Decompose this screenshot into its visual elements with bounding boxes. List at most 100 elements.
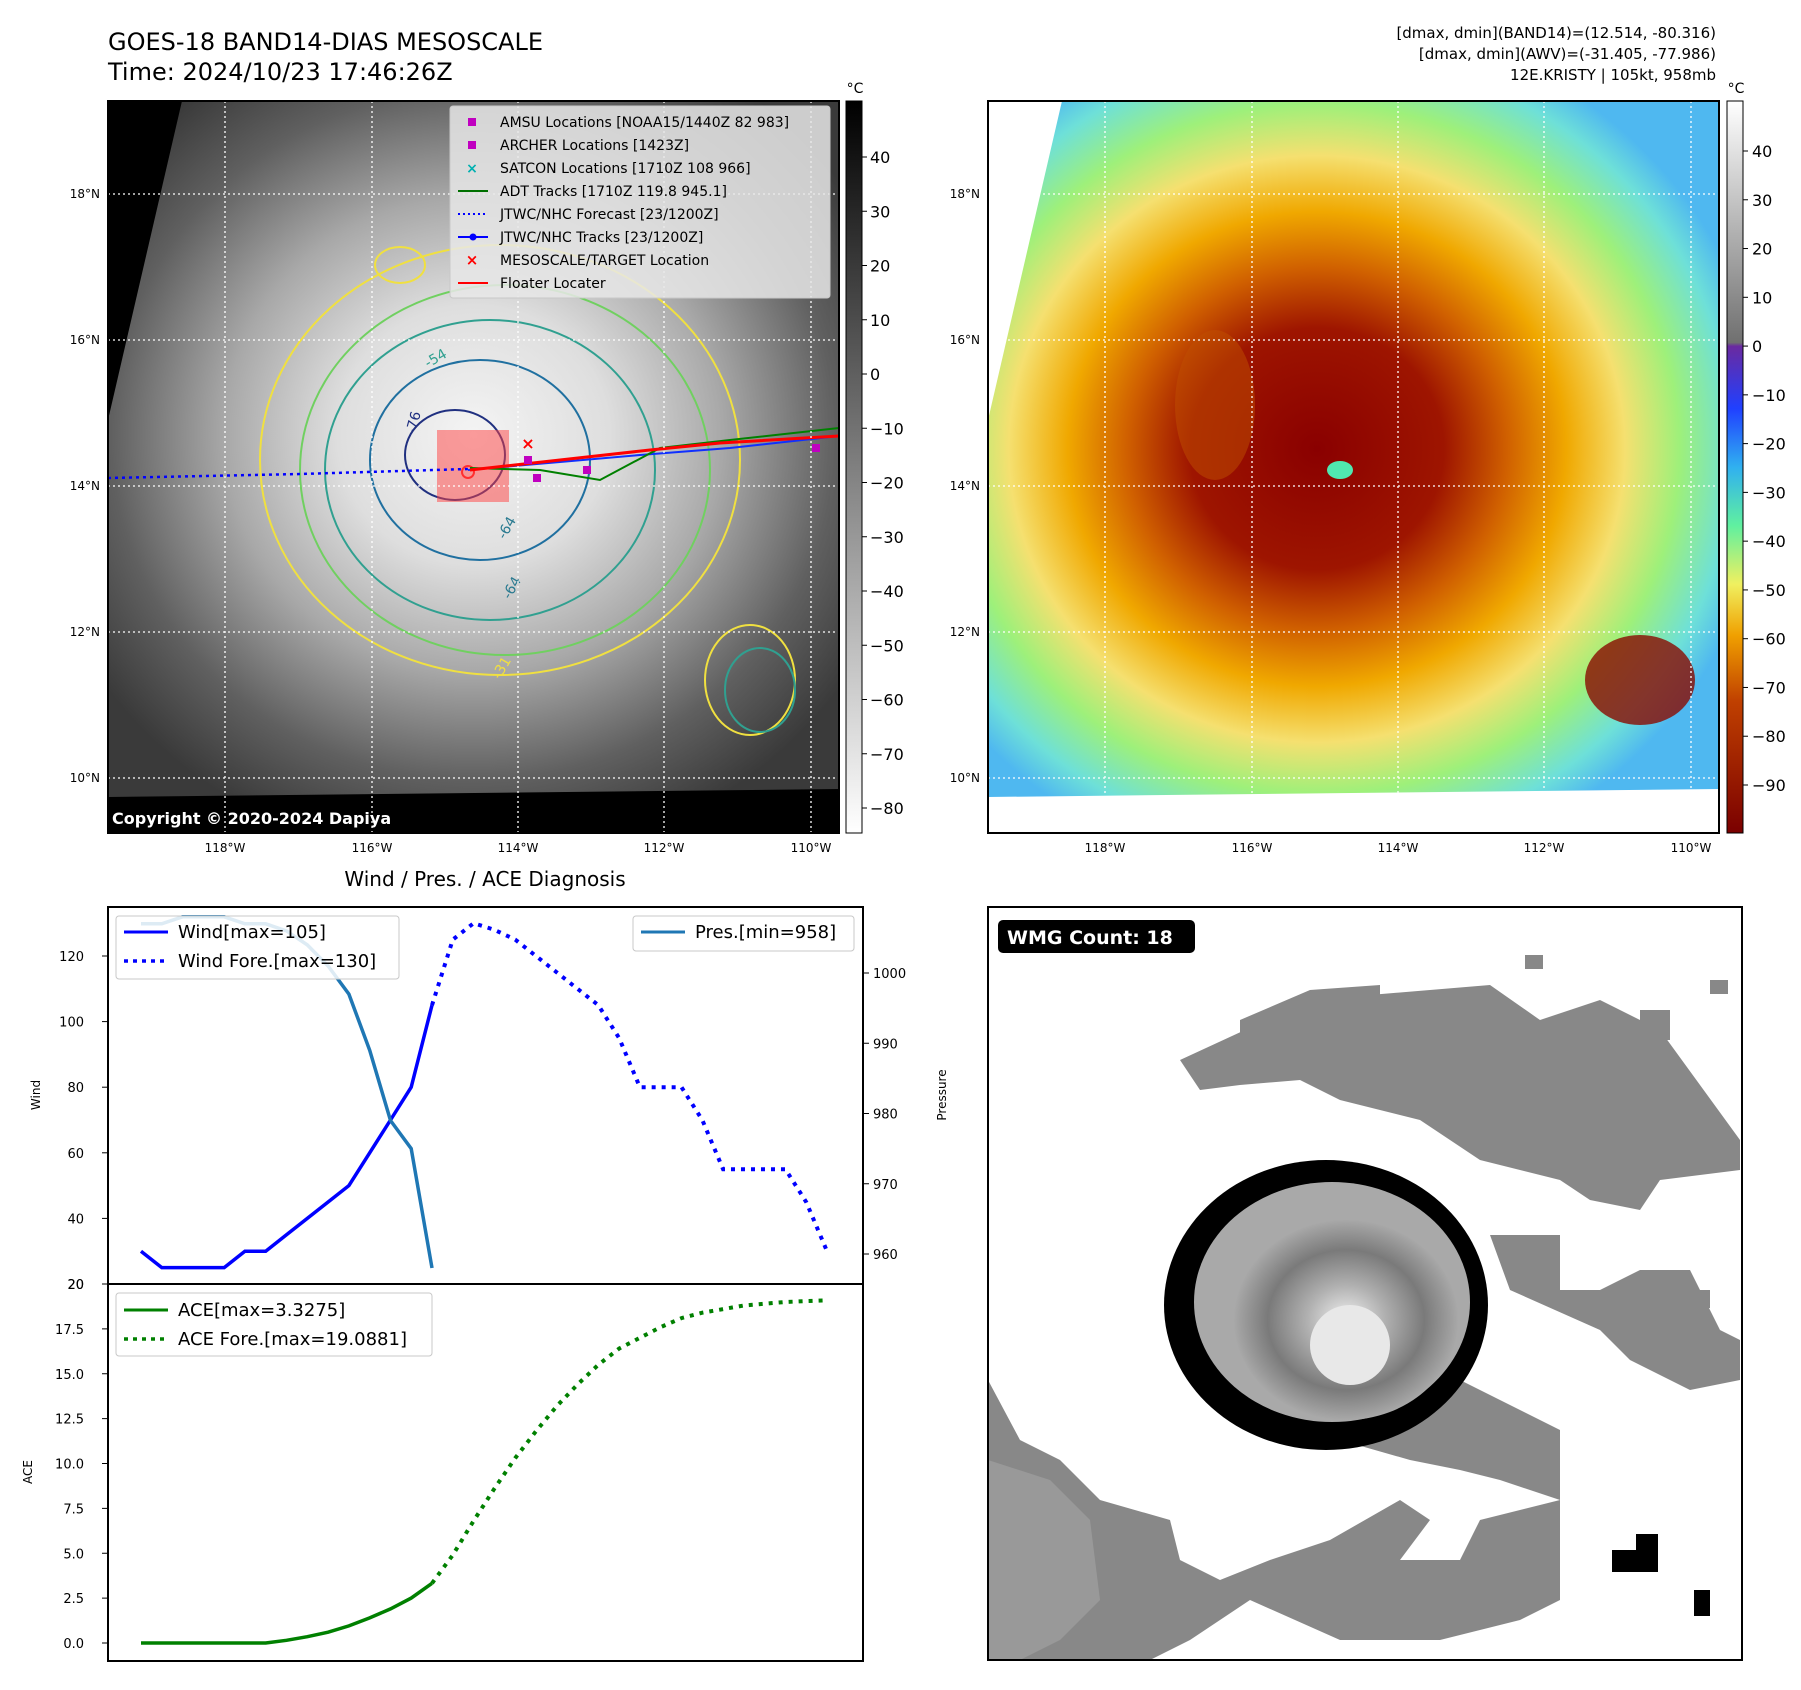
svg-text:16°N: 16°N (950, 333, 980, 347)
legend-wind: Wind[max=105] (178, 922, 326, 943)
figure-title: GOES-18 BAND14-DIAS MESOSCALE (108, 28, 543, 56)
gray-colorbar-tick-label: −40 (870, 582, 904, 601)
legend-item: SATCON Locations [1710Z 108 966] (500, 161, 751, 177)
legend-ace-forecast: ACE Fore.[max=19.0881] (178, 1329, 407, 1350)
gray-colorbar-tick-label: 20 (870, 257, 890, 276)
ace-axis-tick-label: 5.0 (63, 1547, 84, 1562)
color-colorbar-tick-label: −30 (1752, 483, 1786, 502)
legend-item: JTWC/NHC Tracks [23/1200Z] (499, 230, 703, 246)
stats-awv: [dmax, dmin](AWV)=(-31.405, -77.986) (1419, 45, 1716, 63)
wind-axis-label: Wind (29, 1080, 43, 1110)
svg-text:16°N: 16°N (70, 333, 100, 347)
series-ace-line (141, 1581, 434, 1645)
svg-text:12°N: 12°N (950, 625, 980, 639)
color-colorbar-ticks: 40 30 20 10 0 −10 −20 −30 −40 −50 −60 −70 −80 −90 (1743, 142, 1786, 795)
svg-text:10°N: 10°N (950, 771, 980, 785)
color-map-gridlines (988, 101, 1719, 833)
svg-text:112°W: 112°W (644, 841, 685, 855)
wind-legend: Wind[max=105] Wind Fore.[max=130] (115, 915, 400, 980)
wind-axis-tick-label: 40 (67, 1212, 84, 1227)
gray-colorbar-ticks: 40 30 20 10 0 −10 −20 −30 −40 −50 −60 −70 −80 (862, 148, 904, 818)
legend-marker-archer (468, 141, 476, 149)
svg-text:114°W: 114°W (498, 841, 539, 855)
gray-colorbar-tick-label: −60 (870, 691, 904, 710)
stats-band14: [dmax, dmin](BAND14)=(12.514, -80.316) (1396, 24, 1716, 42)
gray-colorbar-tick-label: 0 (870, 365, 880, 384)
ace-legend: ACE[max=3.3275] ACE Fore.[max=19.0881] (115, 1292, 433, 1357)
pressure-legend: Pres.[min=958] (632, 915, 855, 952)
legend-item: ADT Tracks [1710Z 119.8 945.1] (500, 184, 727, 200)
ace-axis-tick-label: 15.0 (55, 1368, 84, 1383)
svg-text:112°W: 112°W (1524, 841, 1565, 855)
wind-axis-tick-label: 80 (67, 1081, 84, 1096)
svg-text:18°N: 18°N (950, 187, 980, 201)
ace-chart: 20 17.5 15.0 12.5 10.0 7.5 5.0 2.5 0.0 ACE ACE[m… (21, 1278, 864, 1662)
pressure-axis-tick-label: 970 (873, 1178, 898, 1193)
legend-ace: ACE[max=3.3275] (178, 1300, 345, 1321)
color-colorbar-tick-label: 40 (1752, 142, 1772, 161)
wind-axis-tick-label: 120 (59, 950, 84, 965)
color-colorbar-tick-label: −10 (1752, 386, 1786, 405)
gray-colorbar-tick-label: −80 (870, 799, 904, 818)
contour-label: -76 (403, 410, 424, 436)
color-colorbar-tick-label: 20 (1752, 240, 1772, 259)
storm-info: 12E.KRISTY | 105kt, 958mb (1510, 66, 1716, 84)
color-colorbar-tick-label: 10 (1752, 288, 1772, 307)
color-ir-map-panel (987, 100, 1720, 834)
color-colorbar-tick-label: 0 (1752, 337, 1762, 356)
mesoscale-target-marker: × (521, 434, 534, 453)
wmg-count-label: WMG Count: 18 (1007, 927, 1173, 949)
gray-colorbar-tick-label: −20 (870, 474, 904, 493)
legend-item: ARCHER Locations [1423Z] (500, 138, 689, 154)
legend-item: Floater Locater (500, 276, 606, 292)
pressure-axis-tick-label: 1000 (873, 967, 906, 982)
pressure-axis-tick-label: 990 (873, 1037, 898, 1052)
svg-text:14°N: 14°N (70, 479, 100, 493)
legend-marker-amsu (468, 118, 476, 126)
wmg-eye (1310, 1305, 1390, 1385)
wind-axis-tick-label: 20 (67, 1278, 84, 1293)
gray-colorbar-tick-label: 10 (870, 311, 890, 330)
legend-marker-mesoscale: × (466, 251, 479, 269)
wind-pressure-chart: 120 100 80 60 40 20 1000 990 980 970 960 Wind Pres… (29, 906, 949, 1293)
svg-text:118°W: 118°W (205, 841, 246, 855)
svg-text:114°W: 114°W (1378, 841, 1419, 855)
ir-map-lon-labels: 118°W 116°W 114°W 112°W 110°W (205, 841, 832, 855)
archer-location-marker (583, 466, 591, 474)
series-wind-fore--line (430, 920, 829, 1252)
adt-track (469, 427, 839, 482)
ace-axis-tick-label: 10.0 (55, 1458, 84, 1473)
gray-colorbar: °C 40 30 20 10 0 −10 −20 −30 −40 −50 −60 −70 −80 (845, 81, 904, 834)
gray-colorbar-tick-label: −70 (870, 745, 904, 764)
diagnosis-title: Wind / Pres. / ACE Diagnosis (344, 867, 625, 891)
svg-text:118°W: 118°W (1085, 841, 1126, 855)
legend-item: AMSU Locations [NOAA15/1440Z 82 983] (500, 115, 789, 131)
wmg-panel: WMG Count: 18 (987, 906, 1743, 1661)
wmg-count-badge (998, 920, 1195, 953)
svg-text:116°W: 116°W (352, 841, 393, 855)
forecast-track (108, 467, 469, 480)
svg-text:14°N: 14°N (950, 479, 980, 493)
color-ir-eye (1327, 461, 1353, 479)
legend-item: MESOSCALE/TARGET Location (500, 253, 709, 269)
color-colorbar-tick-label: −20 (1752, 435, 1786, 454)
ace-axis-tick-label: 0.0 (63, 1637, 84, 1652)
ace-axis-tick-label: 20 (67, 1278, 84, 1293)
ace-axis-tick-label: 12.5 (55, 1413, 84, 1428)
copyright-notice: Copyright © 2020-2024 Dapiya (112, 809, 391, 828)
gray-colorbar-tick-label: −30 (870, 528, 904, 547)
svg-text:°C: °C (847, 81, 864, 97)
color-colorbar-tick-label: −70 (1752, 678, 1786, 697)
ace-axis-tick-label: 2.5 (63, 1592, 84, 1607)
ace-axis-label: ACE (21, 1460, 35, 1484)
color-colorbar-tick-label: 30 (1752, 191, 1772, 210)
color-colorbar-tick-label: −90 (1752, 776, 1786, 795)
legend-wind-forecast: Wind Fore.[max=130] (178, 951, 376, 972)
svg-text:116°W: 116°W (1232, 841, 1273, 855)
color-ir-imagery (988, 101, 1719, 797)
svg-text:°C: °C (1728, 81, 1745, 97)
svg-text:18°N: 18°N (70, 187, 100, 201)
svg-text:110°W: 110°W (791, 841, 832, 855)
color-colorbar-tick-label: −40 (1752, 532, 1786, 551)
